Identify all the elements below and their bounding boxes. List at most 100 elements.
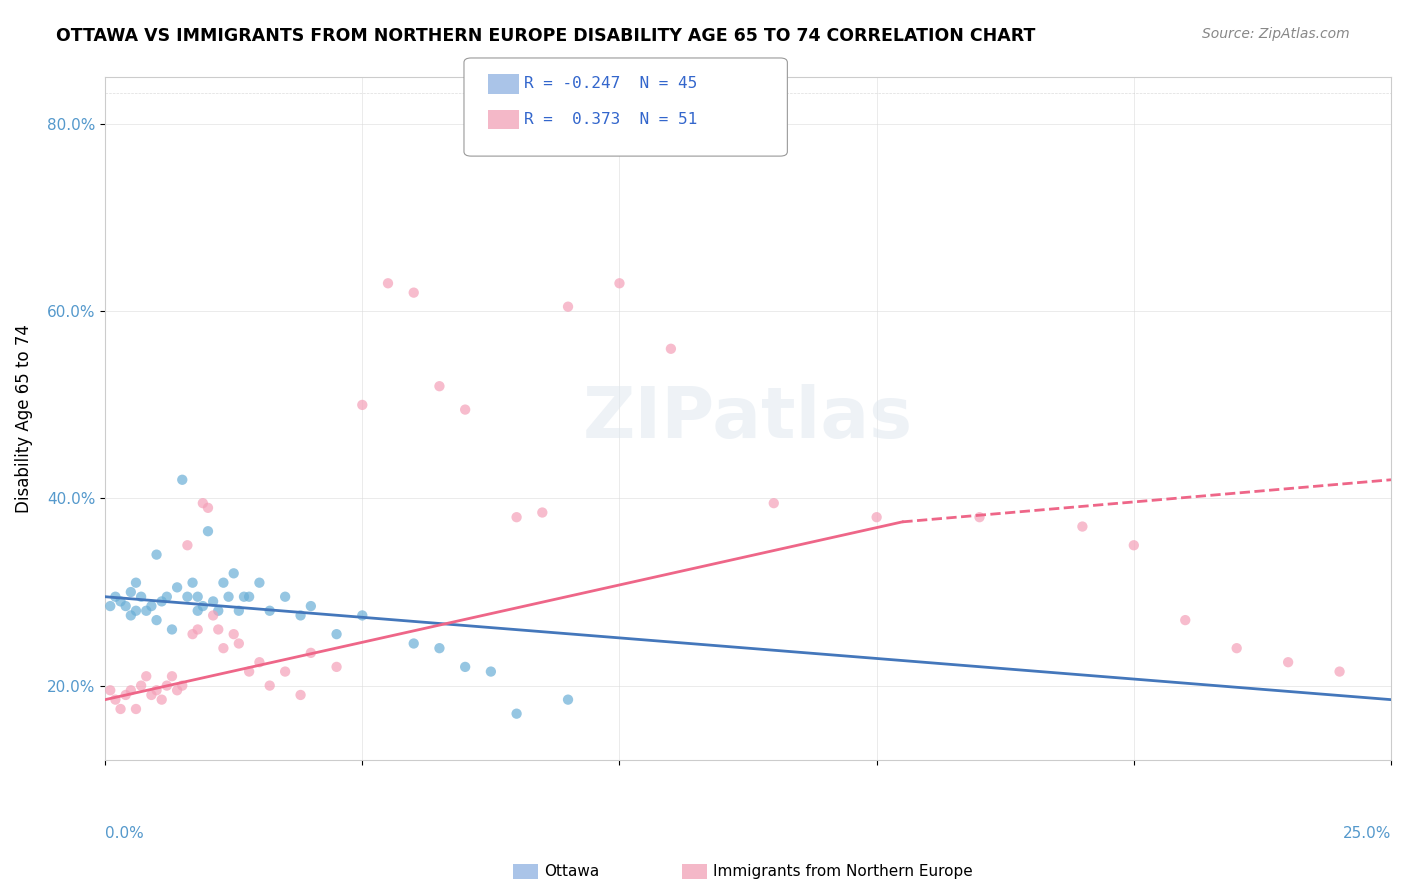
Point (228, 604, 250, 618)
Point (429, 641, 451, 656)
Point (181, 575, 204, 590)
Point (156, 590, 179, 604)
Point (172, 473, 194, 487)
Point (135, 669, 157, 683)
Point (1277, 655, 1299, 669)
Point (187, 604, 209, 618)
Point (557, 300, 579, 314)
Point (299, 599, 322, 613)
Point (238, 665, 260, 679)
Text: Ottawa: Ottawa (544, 864, 599, 879)
Point (1329, 665, 1351, 679)
Point (135, 604, 157, 618)
Point (1226, 641, 1249, 656)
Point (187, 623, 209, 637)
Point (176, 590, 198, 604)
Point (249, 655, 271, 669)
Point (110, 702, 132, 716)
Point (191, 496, 214, 510)
Point (531, 506, 554, 520)
Point (156, 679, 179, 693)
Point (228, 636, 250, 650)
Text: 25.0%: 25.0% (1343, 826, 1391, 841)
Point (202, 608, 225, 623)
Point (104, 590, 127, 604)
Point (125, 702, 148, 716)
Point (176, 538, 198, 552)
Point (259, 604, 281, 618)
Text: Immigrants from Northern Europe: Immigrants from Northern Europe (713, 864, 973, 879)
Point (160, 669, 183, 683)
Point (110, 594, 132, 608)
Point (141, 688, 163, 702)
Point (505, 510, 527, 524)
Point (238, 590, 260, 604)
Point (1071, 519, 1094, 533)
Point (290, 608, 312, 623)
Point (222, 566, 245, 581)
Text: R =  0.373  N = 51: R = 0.373 N = 51 (524, 112, 697, 127)
Point (557, 692, 579, 706)
Point (197, 500, 219, 515)
Point (129, 679, 152, 693)
Point (866, 510, 889, 524)
Point (222, 627, 245, 641)
Point (120, 683, 142, 698)
Point (290, 688, 312, 702)
Point (120, 585, 142, 599)
Point (129, 590, 152, 604)
Point (454, 660, 477, 674)
Point (104, 692, 127, 706)
Point (125, 604, 148, 618)
Point (233, 590, 256, 604)
Point (352, 608, 374, 623)
Point (402, 285, 425, 300)
Point (609, 277, 631, 291)
Point (98, 683, 121, 698)
Point (325, 660, 347, 674)
Point (202, 594, 225, 608)
Point (207, 604, 229, 618)
Point (166, 580, 188, 594)
Point (141, 599, 163, 613)
Point (212, 641, 235, 656)
Point (1122, 538, 1144, 552)
Point (377, 277, 399, 291)
Point (218, 590, 240, 604)
Point (479, 665, 502, 679)
Point (259, 679, 281, 693)
Point (145, 548, 167, 562)
Point (187, 590, 209, 604)
Point (659, 342, 682, 356)
Text: ZIPatlas: ZIPatlas (583, 384, 912, 453)
Text: Source: ZipAtlas.com: Source: ZipAtlas.com (1202, 27, 1350, 41)
Text: OTTAWA VS IMMIGRANTS FROM NORTHERN EUROPE DISABILITY AGE 65 TO 74 CORRELATION CH: OTTAWA VS IMMIGRANTS FROM NORTHERN EUROP… (56, 27, 1036, 45)
Point (150, 594, 173, 608)
Point (172, 679, 194, 693)
Point (145, 683, 167, 698)
Point (98, 599, 121, 613)
Point (125, 575, 148, 590)
Point (207, 623, 229, 637)
Point (212, 575, 235, 590)
Point (274, 665, 297, 679)
Point (181, 627, 204, 641)
Point (249, 575, 271, 590)
Point (969, 510, 991, 524)
Point (352, 398, 374, 412)
Point (160, 623, 183, 637)
Text: R = -0.247  N = 45: R = -0.247 N = 45 (524, 77, 697, 91)
Y-axis label: Disability Age 65 to 74: Disability Age 65 to 74 (15, 325, 32, 514)
Point (454, 402, 477, 417)
Point (114, 688, 136, 702)
Point (120, 608, 142, 623)
Point (299, 646, 322, 660)
Point (114, 599, 136, 613)
Point (762, 496, 785, 510)
Point (1174, 613, 1197, 627)
Point (325, 627, 347, 641)
Point (505, 706, 527, 721)
Point (191, 599, 214, 613)
Text: 0.0%: 0.0% (105, 826, 143, 841)
Point (402, 636, 425, 650)
